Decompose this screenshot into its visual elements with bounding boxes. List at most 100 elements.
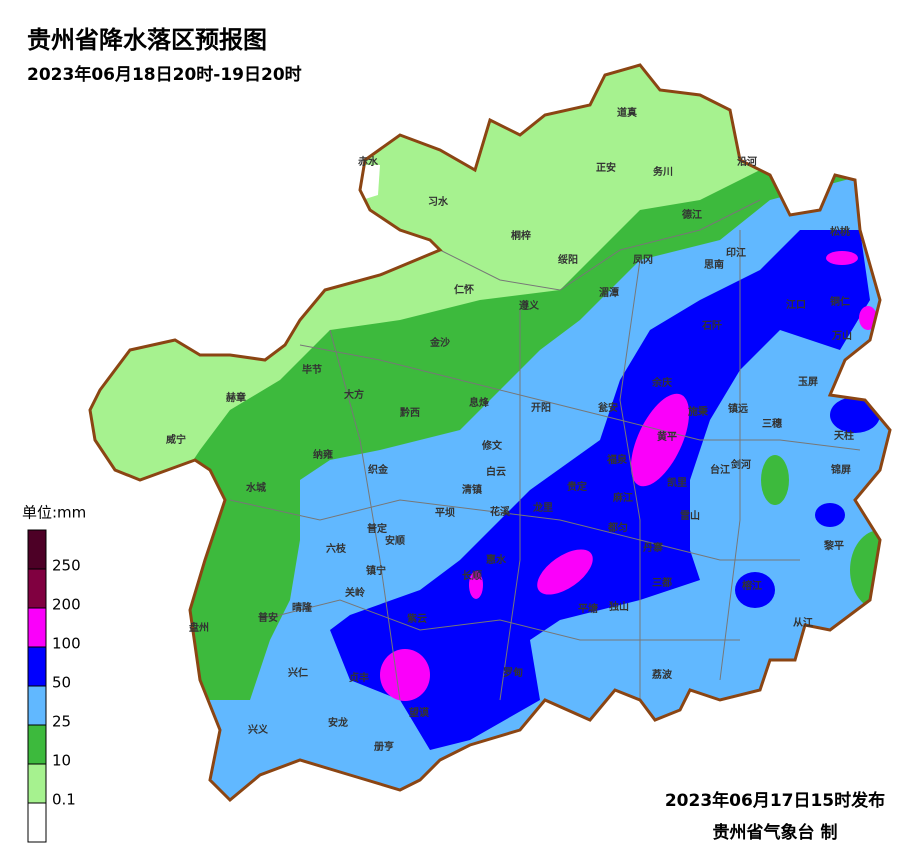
legend-swatch xyxy=(27,763,47,804)
county-label: 遵义 xyxy=(519,299,540,312)
legend-swatch xyxy=(27,646,47,687)
county-label: 黔西 xyxy=(400,406,420,419)
county-label: 关岭 xyxy=(345,586,365,599)
county-label: 开阳 xyxy=(531,402,551,414)
legend-swatch xyxy=(27,529,47,570)
county-label: 安龙 xyxy=(328,716,348,729)
county-label: 江口 xyxy=(786,298,806,311)
county-label: 惠水 xyxy=(486,553,507,566)
legend-level: 200 xyxy=(52,596,81,614)
county-label: 从江 xyxy=(793,616,813,629)
county-label: 贵定 xyxy=(567,480,587,493)
agency: 贵州省气象台 制 xyxy=(713,822,838,843)
area-50 xyxy=(815,503,845,527)
area-10 xyxy=(761,455,789,505)
county-label: 凯里 xyxy=(667,476,687,489)
legend-title: 单位:mm xyxy=(22,504,86,522)
county-label: 织金 xyxy=(368,463,389,476)
county-label: 兴仁 xyxy=(288,666,308,679)
county-label: 丹寨 xyxy=(643,541,663,554)
subtitle: 2023年06月18日20时-19日20时 xyxy=(27,64,302,85)
county-label: 台江 xyxy=(710,463,730,476)
county-label: 荔波 xyxy=(651,668,673,681)
county-label: 道真 xyxy=(617,106,637,119)
county-label: 铜仁 xyxy=(830,295,850,308)
county-label: 雷山 xyxy=(680,509,700,522)
county-label: 纳雍 xyxy=(313,448,333,461)
county-label: 修文 xyxy=(481,439,503,452)
area-100 xyxy=(380,649,430,701)
county-label: 黄平 xyxy=(657,430,677,443)
county-label: 六枝 xyxy=(326,542,347,555)
county-label: 大方 xyxy=(344,388,364,401)
county-label: 德江 xyxy=(681,208,702,221)
county-label: 普定 xyxy=(367,522,387,535)
area-100 xyxy=(469,571,483,599)
county-label: 松桃 xyxy=(830,225,850,238)
area-50 xyxy=(330,230,870,750)
county-label: 安顺 xyxy=(385,534,405,547)
county-label: 镇远 xyxy=(728,402,748,415)
county-label: 石阡 xyxy=(701,319,722,332)
county-label: 习水 xyxy=(428,195,449,208)
legend-level: 50 xyxy=(52,674,71,692)
county-label: 仁怀 xyxy=(454,283,474,296)
county-label: 毕节 xyxy=(302,363,322,376)
county-label: 三穗 xyxy=(762,417,782,430)
county-label: 福泉 xyxy=(606,453,628,466)
county-label: 息烽 xyxy=(469,396,490,409)
legend-level: 25 xyxy=(52,713,71,731)
county-label: 清镇 xyxy=(462,483,482,496)
county-label: 绥阳 xyxy=(558,253,578,266)
legend-swatch xyxy=(27,607,47,648)
legend-level: 0.1 xyxy=(52,791,76,809)
county-label: 榕江 xyxy=(742,579,762,592)
county-label: 玉屏 xyxy=(798,376,818,388)
county-label: 金沙 xyxy=(429,336,450,349)
county-label: 紫云 xyxy=(407,612,427,625)
area-100 xyxy=(826,251,858,265)
county-label: 务川 xyxy=(653,165,673,178)
legend: 0.1 10 25 50 100 200 250 xyxy=(27,529,81,843)
county-borders xyxy=(229,199,861,701)
county-label: 赫章 xyxy=(226,391,246,404)
legend-swatch xyxy=(27,802,47,843)
county-label: 普安 xyxy=(258,611,278,624)
area-50 xyxy=(735,572,775,608)
legend-swatch xyxy=(27,685,47,726)
county-label: 都匀 xyxy=(607,521,628,534)
county-label: 威宁 xyxy=(166,433,186,446)
county-label: 册亨 xyxy=(374,740,394,753)
legend-swatch xyxy=(27,724,47,765)
legend-level: 10 xyxy=(52,752,71,770)
county-label: 晴隆 xyxy=(292,601,313,614)
county-label: 平坝 xyxy=(435,506,455,519)
title: 贵州省降水落区预报图 xyxy=(27,26,267,54)
county-label: 赤水 xyxy=(358,155,379,168)
county-label: 天柱 xyxy=(834,429,854,442)
county-label: 瓮安 xyxy=(598,401,618,414)
county-label: 平塘 xyxy=(578,602,598,615)
county-label: 贞丰 xyxy=(349,671,369,684)
area-50 xyxy=(830,397,880,433)
county-label: 独山 xyxy=(609,600,629,613)
county-label: 湄潭 xyxy=(599,286,619,299)
legend-level: 100 xyxy=(52,635,81,653)
county-label: 兴义 xyxy=(248,723,269,736)
county-label: 三都 xyxy=(652,576,672,589)
county-label: 龙里 xyxy=(532,501,553,514)
county-label: 盘州 xyxy=(189,621,209,634)
county-label: 麻江 xyxy=(612,491,633,504)
area-100 xyxy=(630,393,690,487)
county-label: 凤冈 xyxy=(633,254,653,266)
issue-time: 2023年06月17日15时发布 xyxy=(665,790,885,811)
county-label: 印江 xyxy=(726,246,746,259)
county-label: 黎平 xyxy=(824,539,844,552)
county-label: 余庆 xyxy=(651,376,672,389)
county-label: 沿河 xyxy=(737,155,757,168)
county-label: 长顺 xyxy=(462,569,482,582)
area-100 xyxy=(537,549,593,595)
